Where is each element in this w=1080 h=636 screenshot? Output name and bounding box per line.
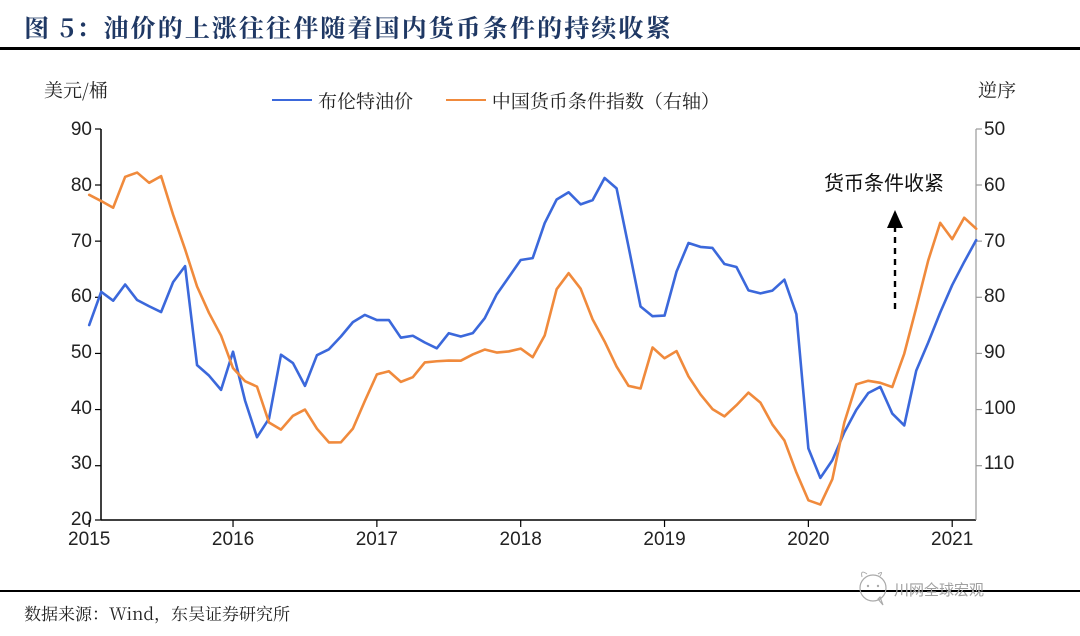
svg-text:100: 100	[984, 398, 1016, 419]
svg-text:50: 50	[984, 119, 1005, 140]
svg-text:2021: 2021	[931, 529, 973, 550]
svg-text:90: 90	[71, 119, 92, 140]
svg-text:90: 90	[984, 342, 1005, 363]
svg-text:80: 80	[984, 286, 1005, 307]
svg-text:70: 70	[71, 231, 92, 252]
svg-text:2016: 2016	[212, 529, 254, 550]
svg-text:2017: 2017	[356, 529, 398, 550]
svg-text:川网全球宏观: 川网全球宏观	[894, 581, 984, 599]
svg-text:2019: 2019	[643, 529, 685, 550]
svg-text:货币条件收紧: 货币条件收紧	[824, 172, 944, 195]
svg-text:60: 60	[984, 175, 1005, 196]
svg-text:40: 40	[71, 398, 92, 419]
svg-text:2015: 2015	[68, 529, 110, 550]
svg-text:110: 110	[984, 453, 1014, 474]
svg-text:2018: 2018	[500, 529, 542, 550]
svg-text:70: 70	[984, 231, 1005, 252]
svg-text:80: 80	[71, 175, 92, 196]
svg-text:2020: 2020	[787, 529, 829, 550]
svg-text:50: 50	[71, 342, 92, 363]
svg-text:60: 60	[71, 286, 92, 307]
svg-text:30: 30	[71, 453, 92, 474]
